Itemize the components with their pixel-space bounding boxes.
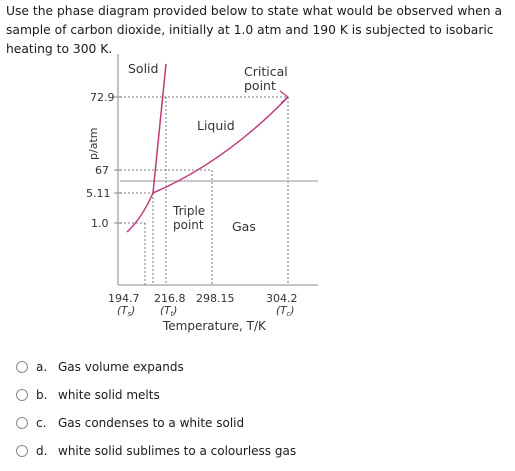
y-axis-label: p/atm: [87, 128, 100, 160]
option-a[interactable]: a. Gas volume expands: [16, 358, 336, 376]
y-tick-label: 1.0: [91, 217, 109, 230]
option-letter: d.: [36, 444, 48, 458]
critical-point-label: Critical: [244, 64, 288, 79]
symbol-part: ): [289, 305, 294, 317]
option-letter: c.: [36, 416, 47, 430]
radio-icon[interactable]: [16, 389, 28, 401]
critical-point-arrow: [279, 90, 289, 104]
option-c[interactable]: c. Gas condenses to a white solid: [16, 414, 336, 432]
symbol-part: (T: [160, 305, 172, 317]
symbol-part: (T: [117, 305, 129, 317]
sublimation-curve: [126, 192, 154, 233]
option-b[interactable]: b. white solid melts: [16, 386, 336, 404]
critical-point-label-2: point: [244, 78, 276, 93]
symbol-subscript: t: [171, 310, 174, 318]
sublimation-temp-symbol: (Ts): [117, 305, 135, 318]
symbol-part: ): [172, 305, 177, 317]
vaporization-curve: [152, 96, 289, 194]
y-tick-label: 67: [95, 164, 109, 177]
question-text: Use the phase diagram provided below to …: [6, 4, 502, 56]
triple-point-label: Triple: [172, 204, 205, 218]
option-text: Gas volume expands: [58, 360, 184, 374]
x-tick-label: 194.7: [108, 292, 140, 305]
y-tick-label: 5.11: [86, 187, 111, 200]
x-tick-label: 298.15: [196, 292, 235, 305]
symbol-part: (T: [276, 305, 288, 317]
liquid-region-label: Liquid: [197, 118, 235, 133]
fusion-curve: [152, 63, 167, 194]
symbol-subscript: c: [287, 310, 291, 318]
radio-icon[interactable]: [16, 361, 28, 373]
symbol-subscript: s: [128, 310, 132, 318]
triple-point-label-2: point: [173, 218, 204, 232]
option-letter: b.: [36, 388, 48, 402]
triple-temp-symbol: (Tt): [160, 305, 177, 318]
y-tick-label: 72.9: [90, 91, 115, 104]
radio-icon[interactable]: [16, 445, 28, 457]
option-text: white solid sublimes to a colourless gas: [58, 444, 297, 458]
option-letter: a.: [36, 360, 48, 374]
option-text: white solid melts: [58, 388, 160, 402]
solid-region-label: Solid: [128, 61, 158, 76]
x-tick-label: 216.8: [154, 292, 186, 305]
symbol-part: ): [130, 305, 135, 317]
critical-temp-symbol: (Tc): [276, 305, 294, 318]
option-text: Gas condenses to a white solid: [58, 416, 245, 430]
x-axis-label: Temperature, T/K: [162, 319, 267, 333]
x-tick-label: 304.2: [266, 292, 298, 305]
gas-region-label: Gas: [232, 219, 256, 234]
radio-icon[interactable]: [16, 417, 28, 429]
option-d[interactable]: d. white solid sublimes to a colourless …: [16, 442, 336, 460]
